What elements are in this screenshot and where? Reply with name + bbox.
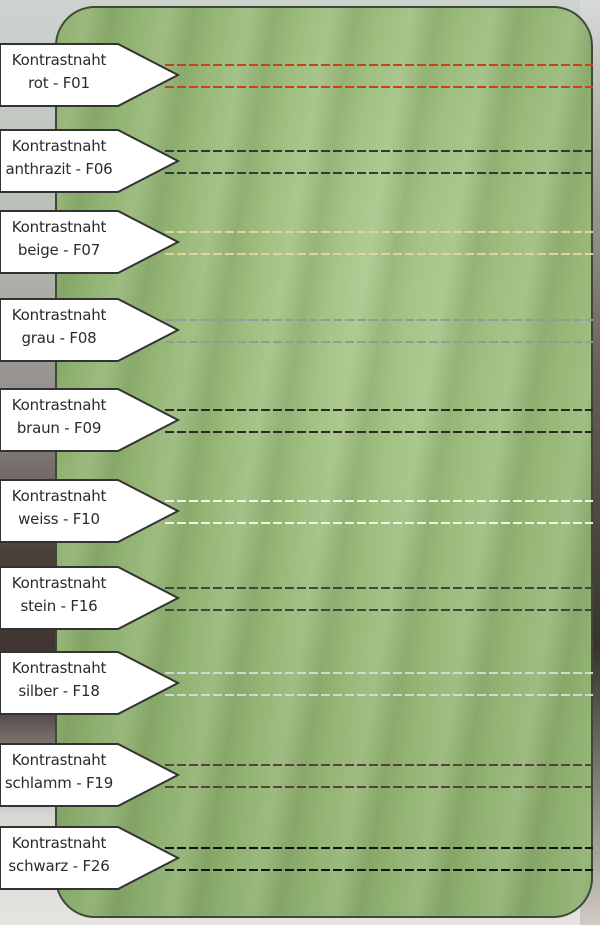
stitch-label: Kontrastnaht rot - F01 xyxy=(0,43,181,107)
label-title: Kontrastnaht xyxy=(11,137,107,155)
label-color-code: anthrazit - F06 xyxy=(5,160,113,178)
stitch-label: Kontrastnaht silber - F18 xyxy=(0,651,181,715)
stitch-label: Kontrastnaht beige - F07 xyxy=(0,210,181,274)
label-title: Kontrastnaht xyxy=(11,218,107,236)
label-color-code: weiss - F10 xyxy=(18,510,100,528)
label-title: Kontrastnaht xyxy=(11,51,107,69)
label-color-code: beige - F07 xyxy=(17,241,101,259)
stitch-label: Kontrastnaht schwarz - F26 xyxy=(0,826,181,890)
label-title: Kontrastnaht xyxy=(11,306,107,324)
label-title: Kontrastnaht xyxy=(11,574,107,592)
label-color-code: schwarz - F26 xyxy=(8,857,110,875)
stitch-label: Kontrastnaht braun - F09 xyxy=(0,388,181,452)
stitch-label: Kontrastnaht schlamm - F19 xyxy=(0,743,181,807)
label-color-code: rot - F01 xyxy=(28,74,90,92)
label-title: Kontrastnaht xyxy=(11,751,107,769)
label-color-code: stein - F16 xyxy=(20,597,98,615)
label-color-code: silber - F18 xyxy=(18,682,100,700)
stitch-label: Kontrastnaht stein - F16 xyxy=(0,566,181,630)
stitch-label: Kontrastnaht anthrazit - F06 xyxy=(0,129,181,193)
label-title: Kontrastnaht xyxy=(11,396,107,414)
label-color-code: grau - F08 xyxy=(21,329,97,347)
label-title: Kontrastnaht xyxy=(11,659,107,677)
label-color-code: schlamm - F19 xyxy=(4,774,114,792)
label-title: Kontrastnaht xyxy=(11,487,107,505)
label-title: Kontrastnaht xyxy=(11,834,107,852)
stitch-label: Kontrastnaht weiss - F10 xyxy=(0,479,181,543)
stitch-label: Kontrastnaht grau - F08 xyxy=(0,298,181,362)
label-color-code: braun - F09 xyxy=(16,419,102,437)
